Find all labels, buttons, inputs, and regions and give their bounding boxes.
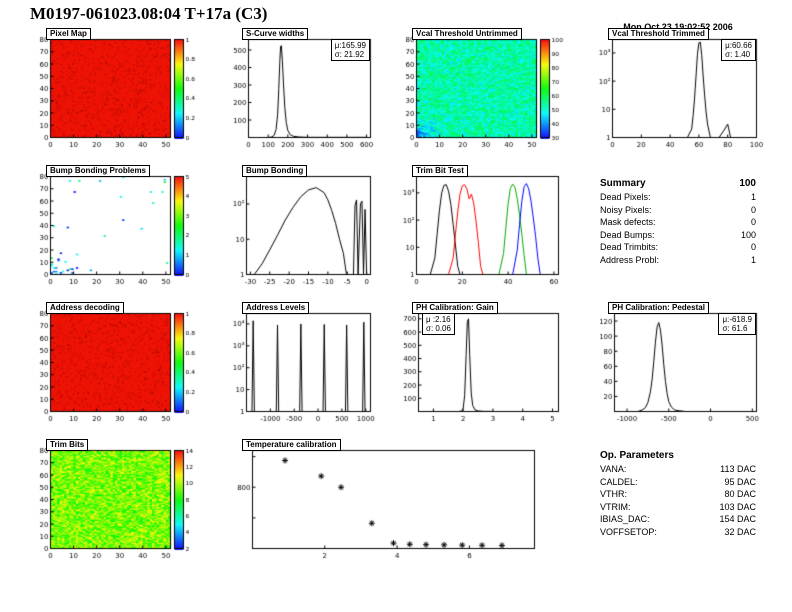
summary-label: Noisy Pixels: [600, 204, 652, 215]
summary-value: 0 [750, 204, 756, 215]
op-parameters-title: Op. Parameters [600, 450, 674, 461]
summary-row: Dead Pixels: 1 [600, 191, 756, 204]
op-parameters-header: Op. Parameters [600, 448, 756, 463]
op-parameter-label: VTHR: [600, 489, 627, 499]
chart-title: Bump Bonding Problems [46, 165, 150, 177]
panel-ph-calibration-pedestal: PH Calibration: Pedestal μ:-618.9 σ: 61.… [592, 302, 764, 428]
summary-block: Summary 100 Dead Pixels: 1 Noisy Pixels: 0… [600, 176, 756, 266]
temperature-calibration-chart [226, 447, 542, 561]
panel-vcal-threshold-untrimmed: Vcal Threshold Untrimmed [396, 28, 566, 154]
address-decoding-chart [30, 310, 200, 424]
op-parameter-value: 113 DAC [720, 464, 756, 474]
bump-bonding-chart [226, 173, 378, 287]
chart-title: Trim Bit Test [412, 165, 468, 177]
trim-bits-chart [30, 447, 200, 561]
page-title: M0197-061023.08:04 T+17a (C3) [30, 4, 268, 23]
stat-sigma: σ: 61.6 [722, 324, 748, 333]
panel-address-decoding: Address decoding [30, 302, 200, 428]
stats-box: μ :2.16 σ: 0.06 [422, 313, 455, 335]
chart-title: Vcal Threshold Trimmed [608, 28, 709, 40]
chart-title: Trim Bits [46, 439, 89, 451]
op-parameter-value: 80 DAC [724, 489, 756, 499]
chart-title: Temperature calibration [242, 439, 341, 451]
panel-s-curve-widths: S-Curve widths μ:165.99 σ: 21.92 [226, 28, 378, 154]
summary-row: Dead Bumps: 100 [600, 229, 756, 242]
op-parameter-value: 154 DAC [719, 514, 756, 524]
chart-title: Vcal Threshold Untrimmed [412, 28, 522, 40]
panel-trim-bits: Trim Bits [30, 439, 200, 565]
address-levels-chart [226, 310, 378, 424]
stats-box: μ:60.66 σ: 1.40 [721, 39, 756, 61]
trim-bit-test-chart [396, 173, 566, 287]
summary-label: Dead Bumps: [600, 229, 655, 240]
panel-ph-calibration-gain: PH Calibration: Gain μ :2.16 σ: 0.06 [396, 302, 566, 428]
summary-row: Address Probl: 1 [600, 254, 756, 267]
summary-value: 1 [750, 254, 756, 265]
summary-row: Noisy Pixels: 0 [600, 204, 756, 217]
op-parameter-row: IBIAS_DAC: 154 DAC [600, 513, 756, 526]
op-parameter-value: 103 DAC [719, 501, 756, 512]
stat-mean: μ:-618.9 [722, 315, 752, 324]
stat-mean: μ :2.16 [426, 315, 451, 324]
panel-bump-bonding-problems: Bump Bonding Problems [30, 165, 200, 291]
summary-value: 0 [750, 217, 756, 227]
stats-box: μ:165.99 σ: 21.92 [330, 39, 370, 61]
summary-row: Mask defects: 0 [600, 216, 756, 229]
op-parameter-label: VOFFSETOP: [600, 526, 657, 537]
stat-sigma: σ: 21.92 [334, 50, 365, 59]
stat-sigma: σ: 1.40 [725, 50, 751, 59]
op-parameter-row: VTRIM: 103 DAC [600, 501, 756, 514]
bump-bonding-problems-chart [30, 173, 200, 287]
op-parameters-block: Op. Parameters VANA: 113 DAC CALDEL: 95 DA… [600, 448, 756, 538]
chart-title: Address Levels [242, 302, 310, 314]
summary-label: Address Probl: [600, 254, 660, 265]
summary-row: Dead Trimbits: 0 [600, 241, 756, 254]
stat-sigma: σ: 0.06 [426, 324, 451, 333]
summary-value: 0 [750, 242, 756, 252]
chart-title: Pixel Map [46, 28, 91, 40]
chart-title: S-Curve widths [242, 28, 309, 40]
op-parameter-value: 95 DAC [724, 476, 756, 487]
vcal-threshold-untrimmed-chart [396, 36, 566, 150]
summary-value: 100 [740, 229, 756, 240]
op-parameter-label: IBIAS_DAC: [600, 514, 650, 524]
summary-header: Summary 100 [600, 176, 756, 191]
pixel-map-chart [30, 36, 200, 150]
op-parameter-row: VANA: 113 DAC [600, 463, 756, 476]
panel-address-levels: Address Levels [226, 302, 378, 428]
stats-box: μ:-618.9 σ: 61.6 [718, 313, 756, 335]
panel-bump-bonding: Bump Bonding [226, 165, 378, 291]
summary-total: 100 [739, 178, 756, 189]
summary-value: 1 [750, 192, 756, 202]
summary-label: Dead Pixels: [600, 192, 651, 202]
op-parameter-label: VANA: [600, 464, 627, 474]
summary-label: Dead Trimbits: [600, 242, 659, 252]
panel-pixel-map: Pixel Map [30, 28, 200, 154]
timestamp: Mon Oct 23 19:02:52 2006 [623, 22, 733, 32]
panel-trim-bit-test: Trim Bit Test [396, 165, 566, 291]
stat-mean: μ:60.66 [725, 41, 752, 50]
op-parameter-label: CALDEL: [600, 476, 638, 487]
summary-title: Summary [600, 178, 646, 189]
op-parameter-label: VTRIM: [600, 501, 631, 512]
op-parameter-row: VTHR: 80 DAC [600, 488, 756, 501]
summary-label: Mask defects: [600, 217, 656, 227]
stat-mean: μ:165.99 [334, 41, 366, 50]
chart-title: Bump Bonding [242, 165, 308, 177]
panel-temperature-calibration: Temperature calibration [226, 439, 542, 565]
op-parameter-row: VOFFSETOP: 32 DAC [600, 526, 756, 539]
panel-vcal-threshold-trimmed: Vcal Threshold Trimmed μ:60.66 σ: 1.40 [592, 28, 764, 154]
op-parameter-value: 32 DAC [724, 526, 756, 537]
chart-title: PH Calibration: Pedestal [608, 302, 709, 314]
op-parameter-row: CALDEL: 95 DAC [600, 476, 756, 489]
chart-title: Address decoding [46, 302, 124, 314]
